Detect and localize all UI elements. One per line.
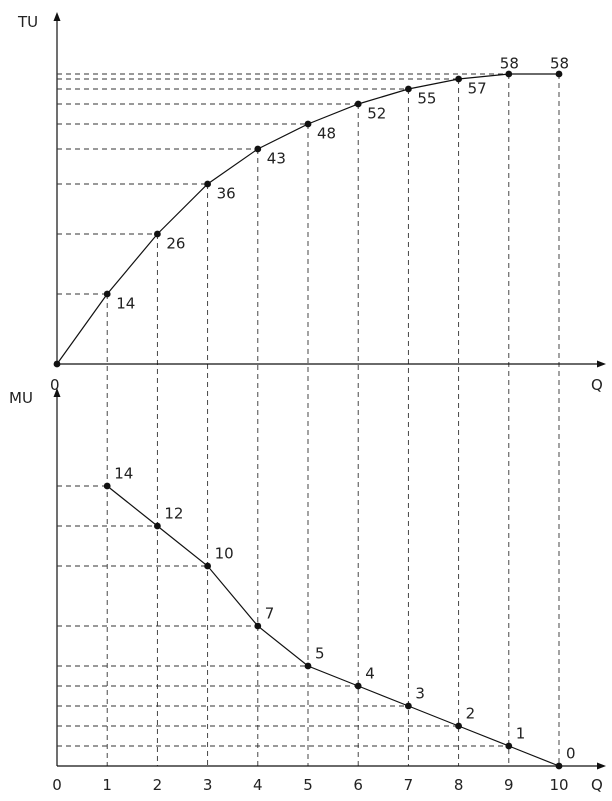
- mu-x-tick-label: 9: [504, 776, 514, 794]
- tu-point-label: 58: [500, 55, 519, 73]
- mu-point: [154, 522, 161, 530]
- mu-y-axis-arrow: [53, 388, 61, 397]
- tu-point-label: 36: [217, 185, 236, 203]
- tu-point-label: 43: [267, 150, 286, 168]
- tu-point-label: 48: [317, 125, 336, 143]
- mu-point-label: 10: [215, 545, 234, 563]
- tu-y-axis-label: TU: [17, 13, 38, 31]
- tu-point-labels: 14 26 36 43 48 52 55 57 58 58: [116, 55, 569, 313]
- tu-point-label: 57: [468, 80, 487, 98]
- tu-x-axis-arrow: [597, 360, 606, 368]
- mu-x-tick-label: 1: [102, 776, 112, 794]
- mu-x-tick-label: 10: [549, 776, 568, 794]
- tu-point-label: 55: [417, 90, 436, 108]
- tu-point: [354, 100, 362, 108]
- mu-x-tick-label: 0: [52, 776, 62, 794]
- tu-point: [254, 145, 262, 153]
- tu-point: [103, 290, 111, 298]
- mu-x-tick-label: 8: [454, 776, 464, 794]
- mu-point-label: 1: [516, 725, 526, 743]
- mu-point: [254, 622, 262, 630]
- mu-series-line: [106, 485, 560, 767]
- mu-point-label: 4: [365, 665, 375, 683]
- mu-point-label: 12: [164, 505, 183, 523]
- mu-point-label: 5: [315, 645, 325, 663]
- tu-chart: TU Q 0 14 26 36 43 48 52 55 57 58 58: [17, 12, 606, 394]
- mu-x-axis-label: Q: [591, 776, 603, 794]
- mu-point: [304, 662, 312, 670]
- mu-y-axis-label: MU: [9, 389, 33, 407]
- mu-point-label: 0: [566, 745, 576, 763]
- mu-x-tick-labels: 0 1 2 3 4 5 6 7 8 9 10: [52, 776, 568, 794]
- mu-point-label: 14: [114, 465, 133, 483]
- mu-point-label: 2: [466, 705, 476, 723]
- mu-point: [505, 742, 513, 750]
- mu-point-label: 7: [265, 605, 275, 623]
- tu-point: [154, 230, 161, 238]
- mu-point-label: 3: [415, 685, 425, 703]
- tu-point-label: 58: [550, 55, 569, 73]
- tu-point-label: 52: [367, 105, 386, 123]
- tu-point: [405, 85, 412, 93]
- mu-x-tick-label: 2: [153, 776, 163, 794]
- mu-points: [103, 482, 563, 770]
- mu-x-tick-label: 7: [404, 776, 414, 794]
- mu-x-tick-label: 6: [353, 776, 363, 794]
- tu-horizontal-guides: [57, 73, 559, 295]
- tu-point: [555, 70, 563, 78]
- tu-point: [53, 360, 61, 368]
- tu-point: [455, 75, 462, 83]
- tu-point-label: 26: [166, 235, 185, 253]
- tu-y-axis-arrow: [53, 12, 61, 21]
- tu-point: [505, 70, 513, 78]
- mu-point: [555, 762, 563, 770]
- mu-point: [405, 702, 412, 710]
- mu-x-tick-label: 3: [203, 776, 213, 794]
- tu-point: [204, 180, 212, 188]
- mu-point: [204, 562, 212, 570]
- tu-point-label: 14: [116, 295, 135, 313]
- mu-point: [455, 722, 462, 730]
- mu-x-tick-label: 5: [303, 776, 313, 794]
- mu-x-axis-arrow: [597, 762, 606, 770]
- mu-x-tick-label: 4: [253, 776, 263, 794]
- mu-point: [103, 482, 111, 490]
- tu-origin-label: 0: [50, 376, 60, 394]
- mu-horizontal-guides: [57, 485, 509, 747]
- vertical-guides: [106, 74, 560, 766]
- mu-point: [354, 682, 362, 690]
- tu-x-axis-label: Q: [591, 376, 603, 394]
- tu-points: [53, 70, 563, 368]
- tu-point: [304, 120, 312, 128]
